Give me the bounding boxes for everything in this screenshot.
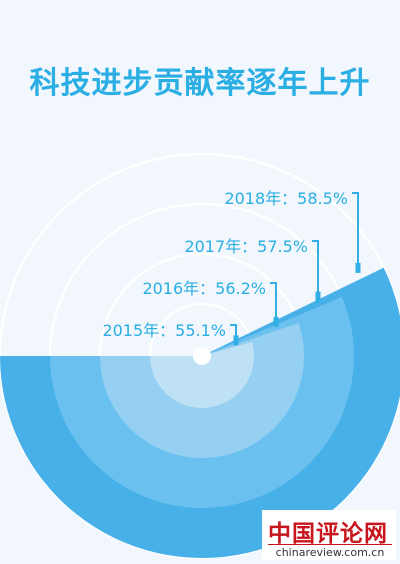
leader-marker xyxy=(355,262,361,273)
watermark-sub: chinareview.com.cn xyxy=(268,544,392,559)
data-label-2017: 2017年：57.5% xyxy=(184,237,308,256)
data-label-2018: 2018年：58.5% xyxy=(224,189,348,208)
center-dot xyxy=(193,347,211,365)
leader-marker xyxy=(273,316,279,327)
data-label-2016: 2016年：56.2% xyxy=(142,279,266,298)
leader-line xyxy=(230,324,237,340)
ring-2015 xyxy=(150,342,254,408)
leader-marker xyxy=(233,335,239,346)
leader-line xyxy=(352,192,359,267)
leader-marker xyxy=(315,291,321,302)
watermark-logo: 中国评论网 chinareview.com.cn xyxy=(262,510,396,560)
chart-title: 科技进步贡献率逐年上升 xyxy=(29,66,371,101)
leader-line xyxy=(312,240,319,296)
data-label-2015: 2015年：55.1% xyxy=(102,321,226,340)
leader-line xyxy=(270,282,277,321)
watermark-main: 中国评论网 xyxy=(268,520,388,547)
